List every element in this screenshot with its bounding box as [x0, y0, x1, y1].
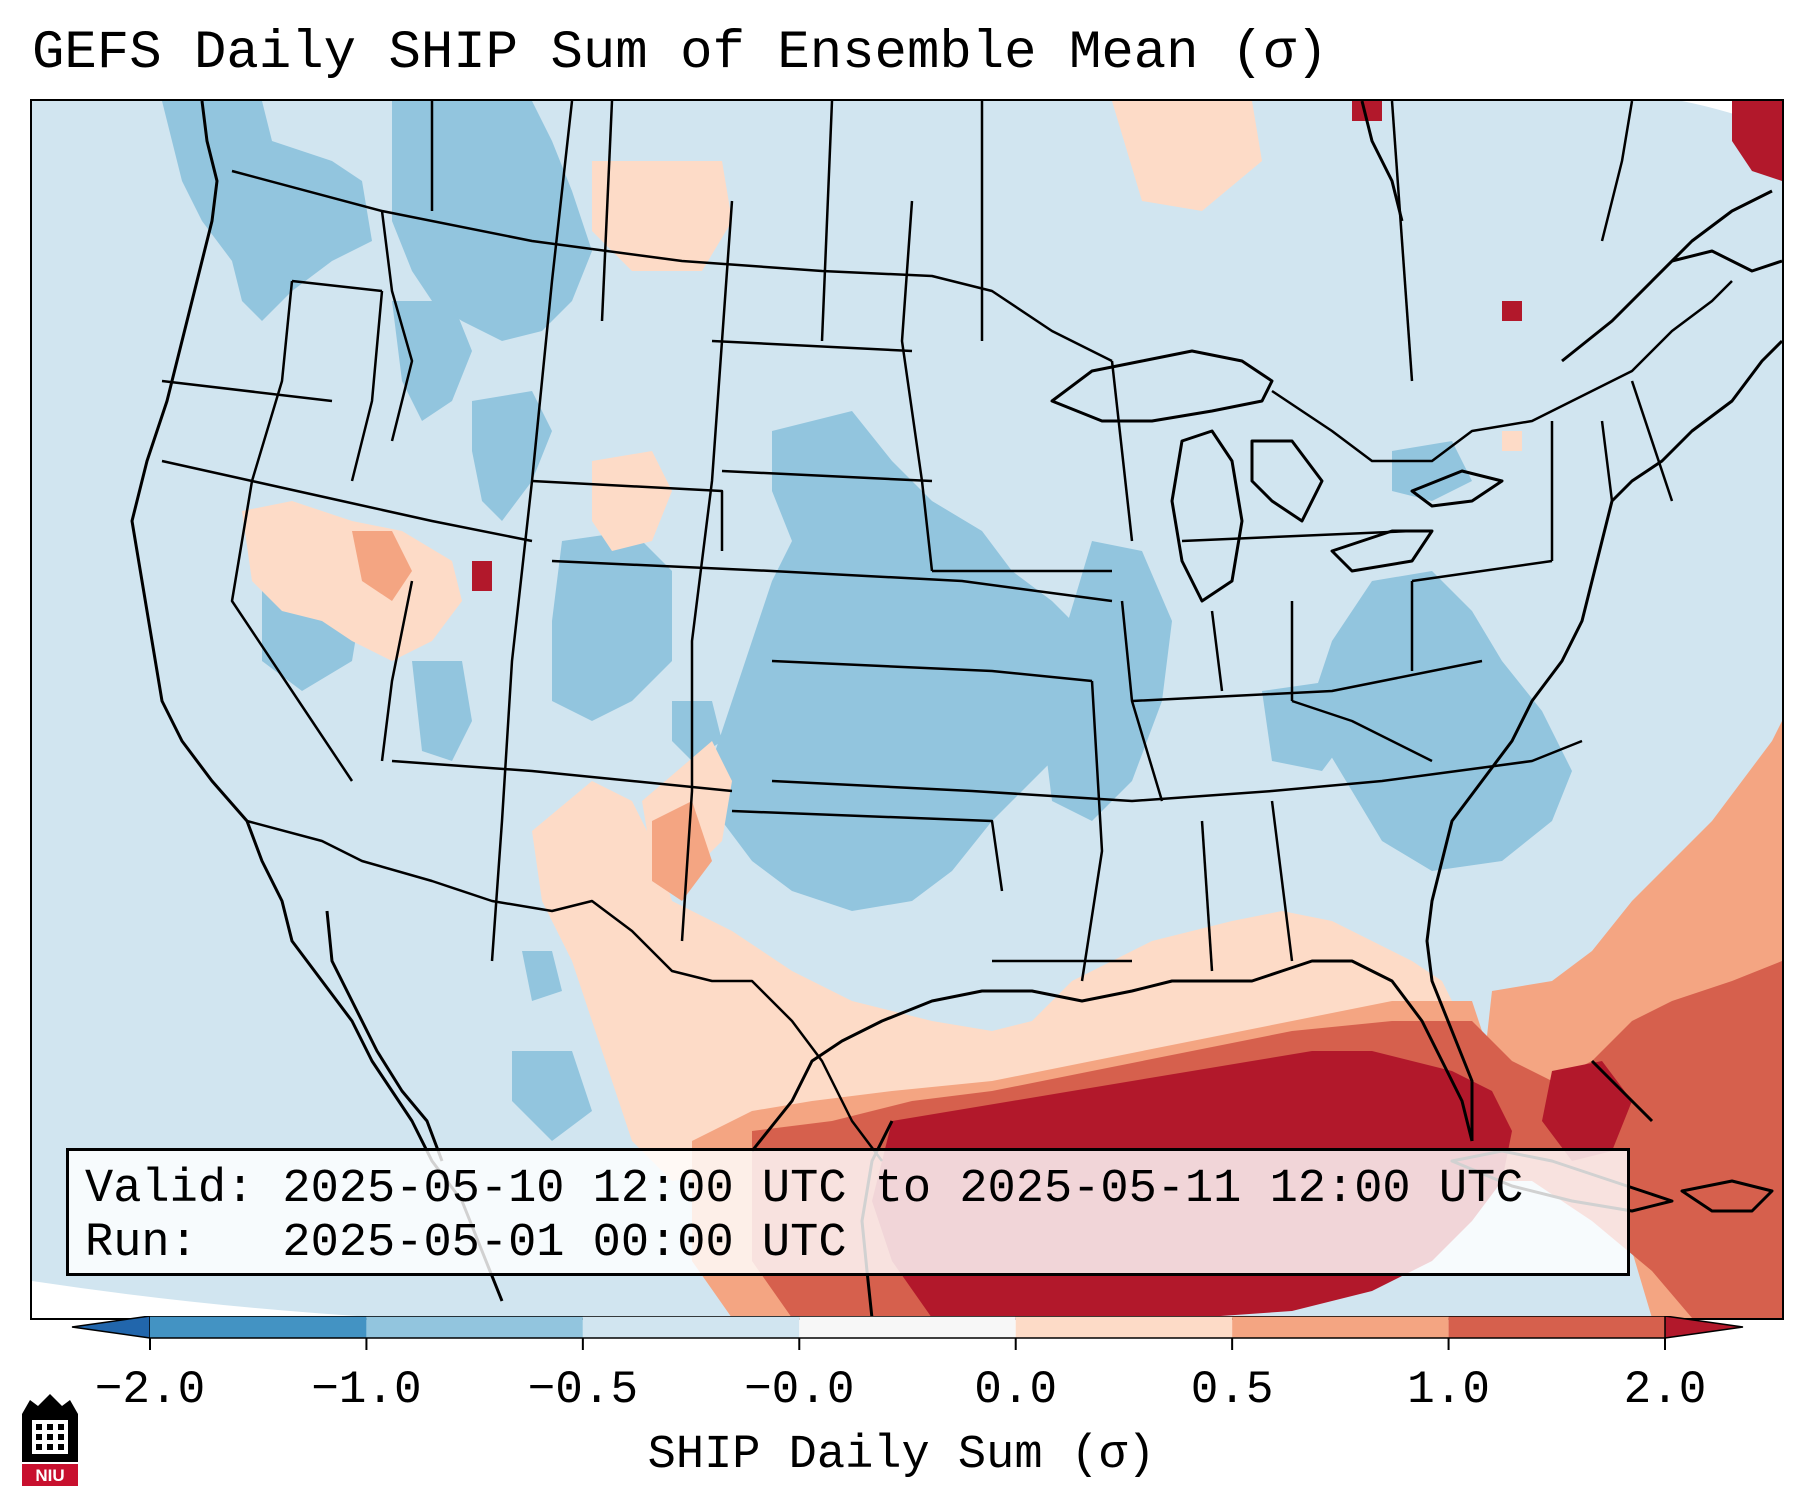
colorbar-over-arrow	[1664, 1316, 1744, 1339]
colorbar-bin	[1232, 1316, 1449, 1338]
colorbar-tick-label: −1.0	[311, 1364, 422, 1416]
colorbar-bin	[799, 1316, 1016, 1338]
colorbar-tick-label: 0.0	[974, 1364, 1058, 1416]
colorbar-tick-label: 0.5	[1190, 1364, 1274, 1416]
colorbar-bin	[1015, 1316, 1233, 1338]
colorbar	[71, 1316, 1744, 1350]
map-panel	[30, 99, 1784, 1320]
colorbar-tick-label: 2.0	[1623, 1364, 1707, 1416]
colorbar-bin	[1448, 1316, 1665, 1338]
colorbar-bin	[366, 1316, 583, 1338]
political-borders	[161, 101, 1733, 1162]
negative-anomaly-regions	[162, 101, 1572, 1141]
valid-time-text: Valid: 2025-05-10 12:00 UTC to 2025-05-1…	[85, 1163, 1524, 1216]
colorbar-under-arrow	[71, 1316, 151, 1339]
coastlines	[130, 101, 1782, 1318]
map-title: GEFS Daily SHIP Sum of Ensemble Mean (σ)	[32, 23, 1329, 84]
colorbar-outline	[150, 1316, 1665, 1339]
colorbar-tick-label: −0.5	[527, 1364, 639, 1416]
run-info-box: Valid: 2025-05-10 12:00 UTC to 2025-05-1…	[66, 1148, 1630, 1276]
run-time-text: Run: 2025-05-01 00:00 UTC	[85, 1217, 847, 1270]
niu-logo-text: NIU	[35, 1466, 64, 1485]
anomaly-map	[32, 101, 1782, 1318]
niu-logo: NIU	[22, 1394, 78, 1486]
colorbar-label: SHIP Daily Sum (σ)	[647, 1429, 1156, 1482]
colorbar-bin	[150, 1316, 367, 1338]
off-globe-area	[32, 1281, 832, 1318]
colorbar-bin	[582, 1316, 800, 1338]
colorbar-tick-label: −0.0	[744, 1364, 855, 1416]
colorbar-tick-label: −2.0	[94, 1364, 206, 1416]
colorbar-tick-label: 1.0	[1407, 1364, 1490, 1416]
